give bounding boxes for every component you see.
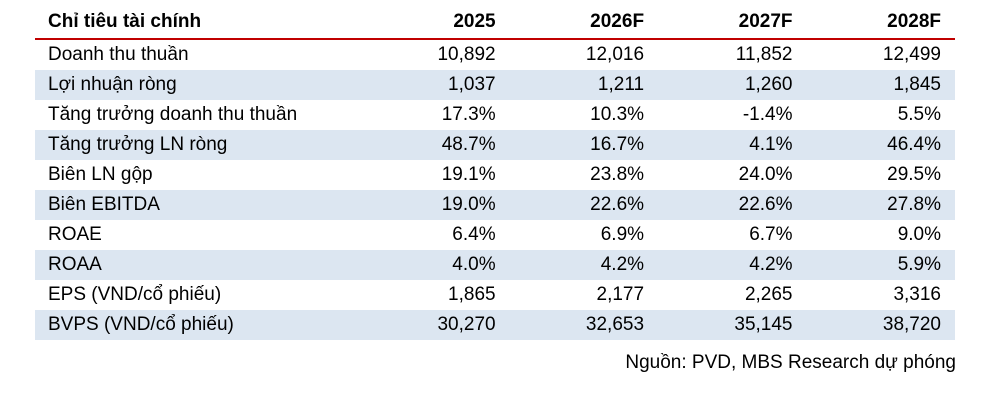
label-cell: Doanh thu thuần — [48, 44, 189, 65]
label-cell: Tăng trưởng doanh thu thuần — [48, 104, 298, 125]
value-cell: 6.7% — [749, 224, 793, 245]
label-cell: EPS (VND/cổ phiếu) — [48, 284, 222, 305]
label-cell: Lợi nhuận ròng — [48, 74, 177, 95]
table-row: ROAE 6.4% 6.9% 6.7% 9.0% — [35, 220, 955, 250]
table-row: Doanh thu thuần 10,892 12,016 11,852 12,499 — [35, 39, 955, 70]
value-cell: 35,145 — [734, 314, 793, 335]
table-row: Biên LN gộp 19.1% 23.8% 24.0% 29.5% — [35, 160, 955, 190]
value-cell: 16.7% — [590, 134, 645, 155]
value-cell: 2,265 — [744, 284, 793, 305]
value-cell: 1,865 — [448, 284, 496, 305]
value-cell: 27.8% — [887, 194, 941, 215]
value-cell: 10.3% — [590, 104, 645, 125]
value-cell: 12,499 — [882, 44, 941, 65]
table-row: EPS (VND/cổ phiếu) 1,865 2,177 2,265 3,316 — [35, 280, 955, 310]
value-cell: 1,211 — [597, 74, 645, 95]
value-cell: 1,037 — [448, 74, 496, 95]
value-cell: 2,177 — [596, 284, 645, 305]
table-row: Lợi nhuận ròng 1,037 1,211 1,260 1,845 — [35, 70, 955, 100]
label-cell: Biên LN gộp — [48, 164, 153, 185]
value-cell: 46.4% — [887, 134, 941, 155]
value-cell: 9.0% — [897, 224, 941, 245]
value-cell: 3,316 — [893, 284, 941, 305]
label-cell: Tăng trưởng LN ròng — [48, 134, 228, 155]
value-cell: 5.5% — [897, 104, 941, 125]
value-cell: 48.7% — [441, 134, 496, 155]
value-cell: 10,892 — [437, 44, 496, 65]
header-cell: 2028F — [792, 6, 955, 40]
value-cell: 4.0% — [452, 254, 496, 275]
header-cell: Chỉ tiêu tài chính — [35, 6, 348, 40]
value-cell: 11,852 — [735, 44, 793, 65]
header-cell: 2025 — [347, 6, 496, 40]
header-cell: 2027F — [644, 6, 793, 40]
label-cell: ROAE — [48, 224, 102, 245]
value-cell: 17.3% — [441, 104, 496, 125]
value-cell: 4.2% — [749, 254, 793, 275]
value-cell: -1.4% — [742, 104, 793, 125]
header-cell: 2026F — [495, 6, 645, 40]
source-note: Nguồn: PVD, MBS Research dự phóng — [625, 352, 956, 373]
value-cell: 22.6% — [590, 194, 645, 215]
value-cell: 30,270 — [437, 314, 496, 335]
value-cell: 6.4% — [452, 224, 496, 245]
value-cell: 23.8% — [590, 164, 645, 185]
value-cell: 12,016 — [585, 44, 645, 65]
table-row: Tăng trưởng doanh thu thuần 17.3% 10.3% -1.… — [35, 100, 955, 130]
value-cell: 4.1% — [749, 134, 793, 155]
value-cell: 38,720 — [882, 314, 941, 335]
value-cell: 5.9% — [897, 254, 941, 275]
table-row: ROAA 4.0% 4.2% 4.2% 5.9% — [35, 250, 955, 280]
value-cell: 24.0% — [738, 164, 793, 185]
value-cell: 29.5% — [887, 164, 941, 185]
table-row: Tăng trưởng LN ròng 48.7% 16.7% 4.1% 46.4% — [35, 130, 955, 160]
label-cell: Biên EBITDA — [48, 194, 160, 215]
table-row: BVPS (VND/cổ phiếu) 30,270 32,653 35,145 38,… — [35, 310, 955, 340]
value-cell: 22.6% — [738, 194, 793, 215]
label-cell: ROAA — [48, 254, 102, 275]
value-cell: 19.0% — [441, 194, 496, 215]
financial-table: Chỉ tiêu tài chính 2025 2026F 2027F 2028F Do… — [35, 6, 955, 340]
table-row: Biên EBITDA 19.0% 22.6% 22.6% 27.8% — [35, 190, 955, 220]
value-cell: 4.2% — [600, 254, 645, 275]
label-cell: BVPS (VND/cổ phiếu) — [48, 314, 234, 335]
value-cell: 6.9% — [600, 224, 645, 245]
table-body: Doanh thu thuần 10,892 12,016 11,852 12,499 L… — [35, 39, 955, 340]
header-row: Chỉ tiêu tài chính 2025 2026F 2027F 2028F — [35, 6, 955, 40]
value-cell: 1,260 — [744, 74, 793, 95]
value-cell: 1,845 — [893, 74, 941, 95]
value-cell: 19.1% — [441, 164, 496, 185]
value-cell: 32,653 — [585, 314, 645, 335]
